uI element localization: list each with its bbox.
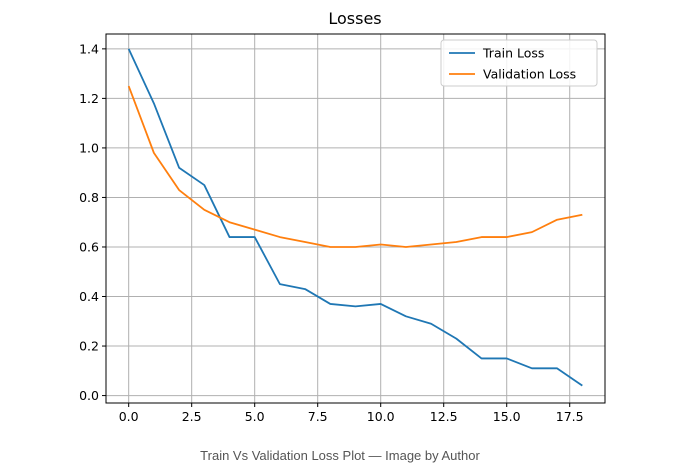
legend: Train Loss Validation Loss: [440, 39, 598, 87]
figure-caption: Train Vs Validation Loss Plot — Image by…: [200, 448, 480, 463]
y-tick-label: 0.2: [79, 339, 99, 354]
y-tick-label: 1.0: [79, 140, 99, 155]
y-tick-label: 1.2: [79, 91, 99, 106]
x-tick-label: 17.5: [556, 409, 584, 424]
y-tick-label: 0.6: [79, 239, 99, 254]
series-lines: [127, 48, 583, 387]
x-tick-label: 5.0: [245, 409, 265, 424]
y-tick-label: 0.4: [79, 289, 99, 304]
y-tick-label: 1.4: [79, 41, 99, 56]
legend-box: [440, 39, 598, 87]
series-line-validation-loss: [127, 85, 583, 248]
x-tick-label: 12.5: [430, 409, 458, 424]
x-tick-label: 10.0: [367, 409, 395, 424]
x-tick-label: 7.5: [308, 409, 328, 424]
legend-label: Train Loss: [482, 46, 544, 61]
y-tick-label: 0.0: [79, 388, 99, 403]
y-tick-label: 0.8: [79, 190, 99, 205]
legend-label: Validation Loss: [483, 67, 576, 82]
x-tick-label: 15.0: [493, 409, 521, 424]
plot-area: [105, 33, 606, 404]
x-tick-label: 2.5: [182, 409, 202, 424]
axis-ticks: 0.0 2.5 5.0 7.5 10.0 12.5 15.0 17.5 0.0 0.2 0.4 0.6…: [79, 41, 584, 424]
x-tick-label: 0.0: [119, 409, 139, 424]
grid-lines: [106, 34, 605, 403]
series-line-train-loss: [127, 48, 583, 387]
chart-title: Losses: [328, 9, 381, 28]
